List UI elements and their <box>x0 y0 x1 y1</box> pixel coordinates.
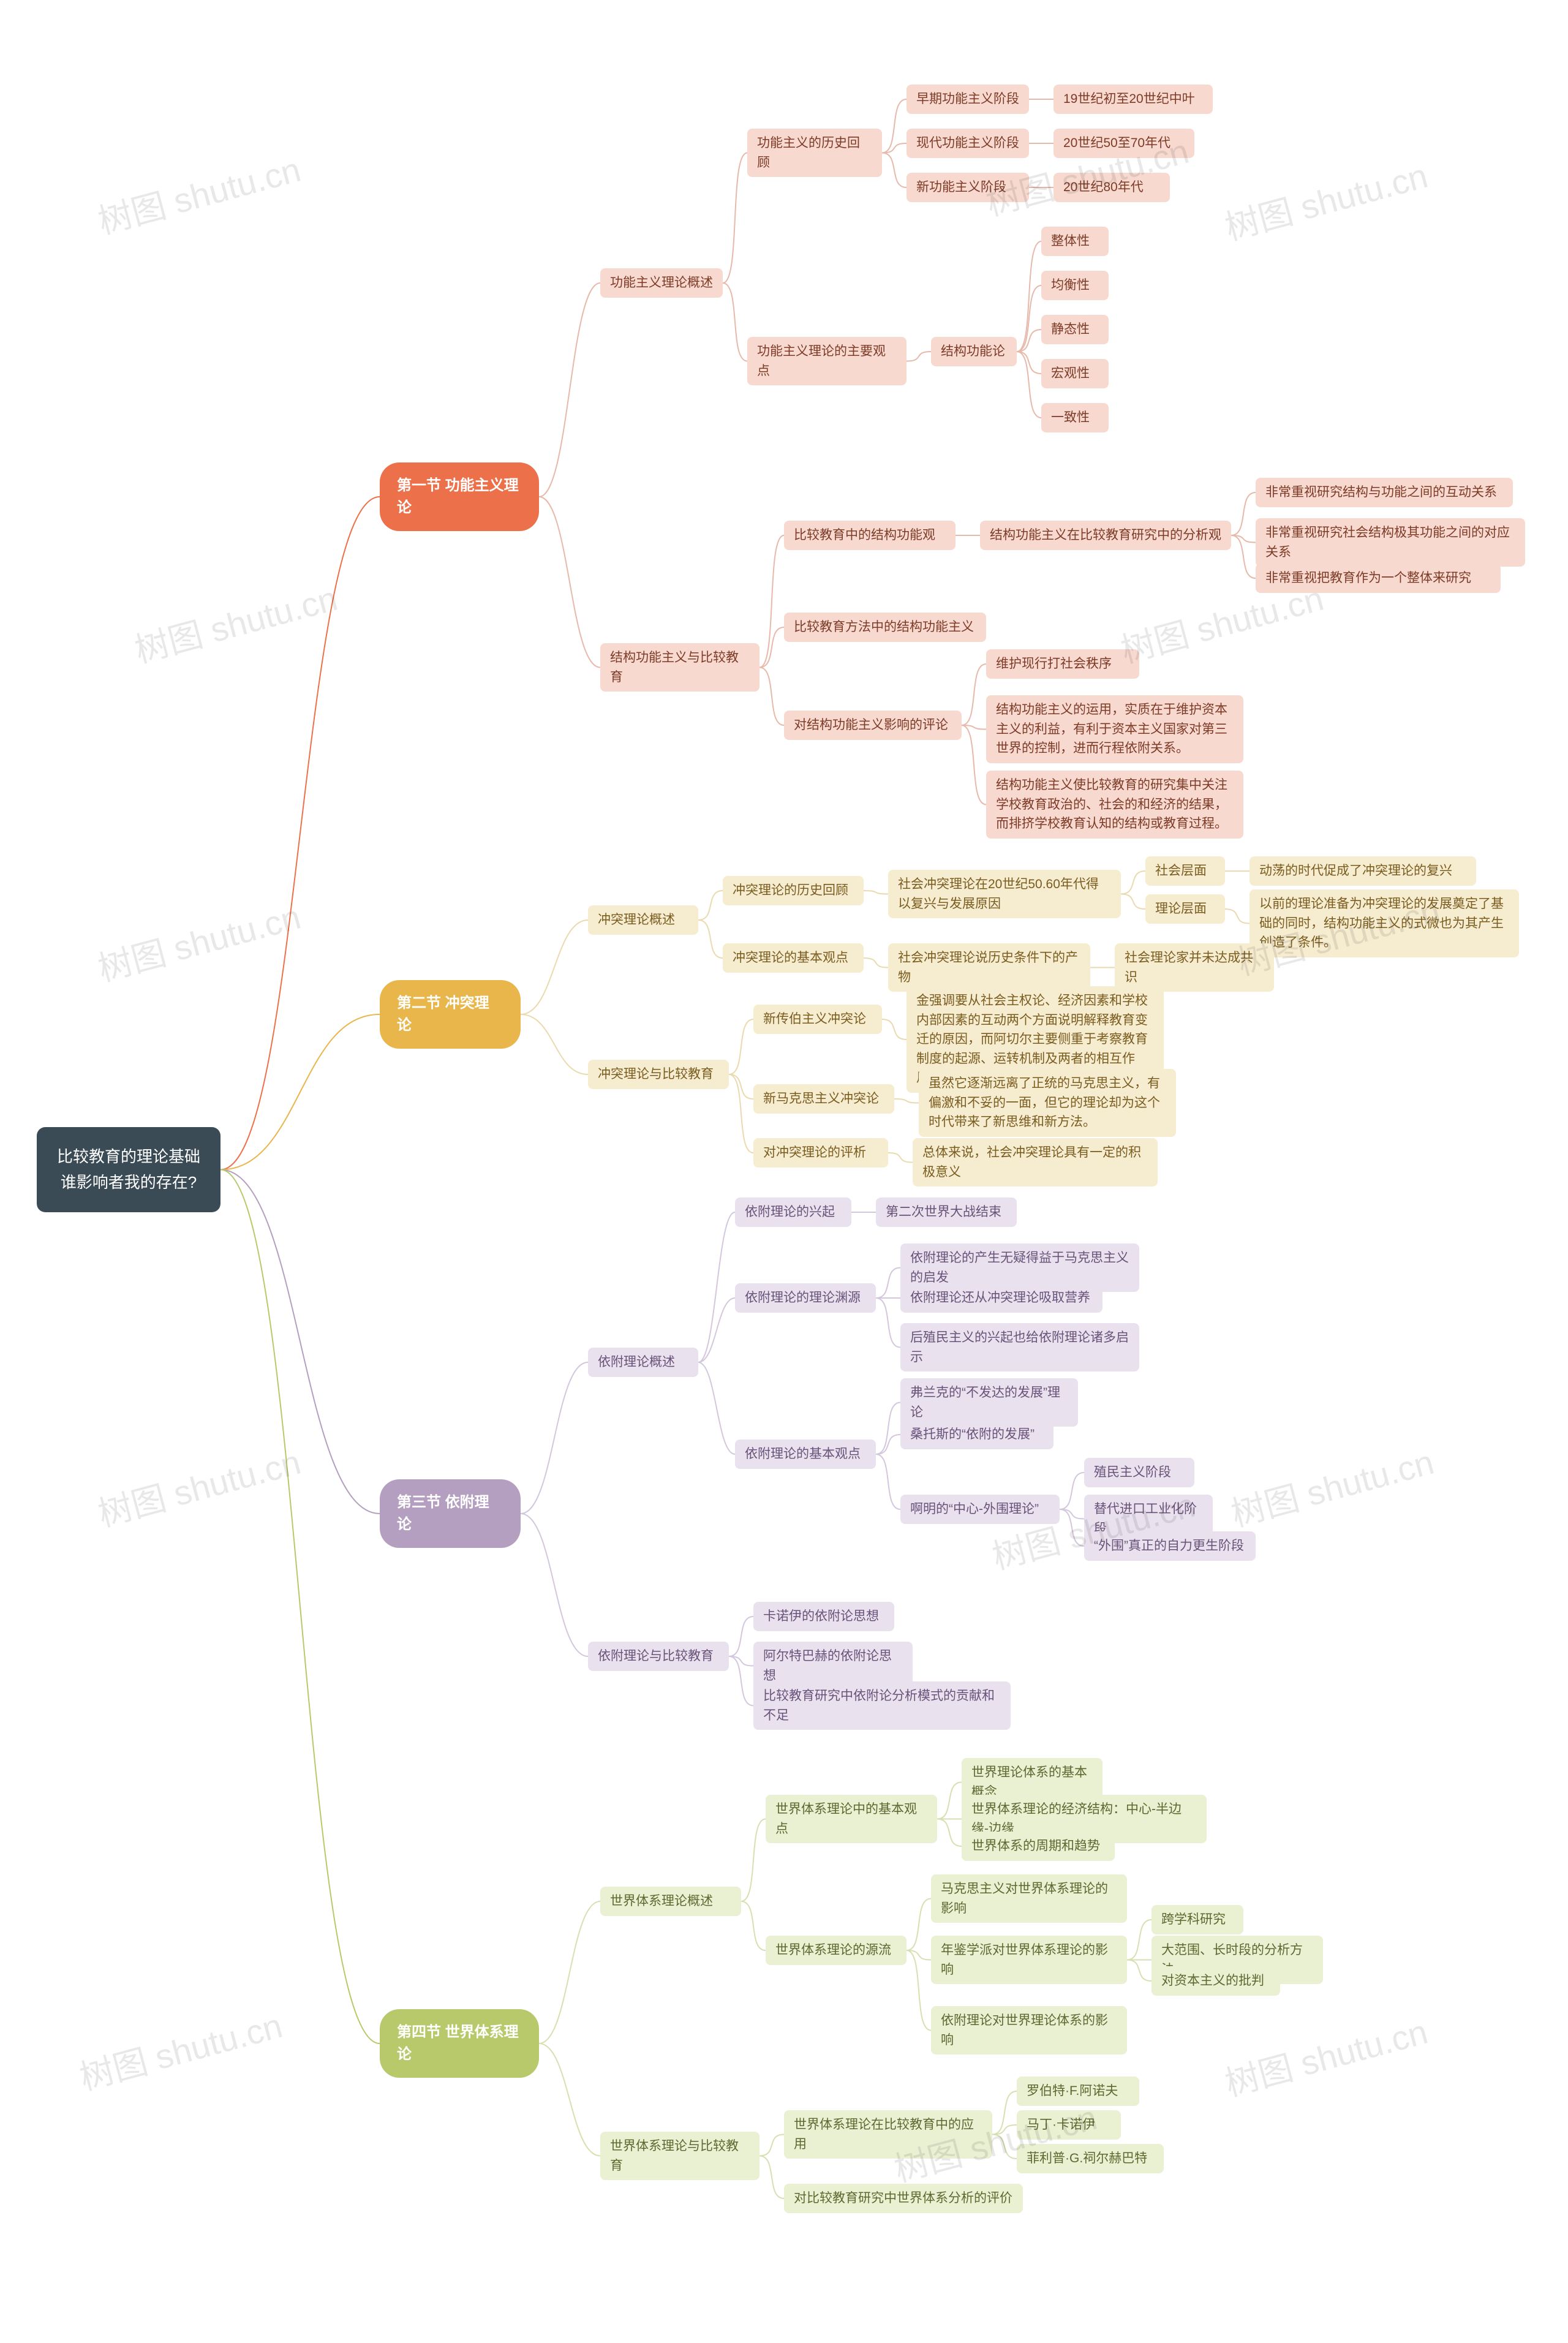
node-s2: 第二节 冲突理论 <box>380 980 521 1049</box>
node-n2a1a1a: 动荡的时代促成了冲突理论的复兴 <box>1250 856 1476 886</box>
node-n3a: 依附理论概述 <box>588 1348 698 1377</box>
node-n1a2a3: 静态性 <box>1041 315 1109 344</box>
node-n4a2b: 年鉴学派对世界体系理论的影响 <box>931 1936 1127 1984</box>
watermark: 树图 shutu.cn <box>92 889 306 991</box>
node-n1b: 结构功能主义与比较教育 <box>600 643 760 692</box>
node-s4: 第四节 世界体系理论 <box>380 2009 539 2078</box>
node-n1b1a: 结构功能主义在比较教育研究中的分析观 <box>980 521 1231 550</box>
node-n1a1b: 现代功能主义阶段 <box>907 129 1029 158</box>
node-n1a1a: 早期功能主义阶段 <box>907 85 1029 114</box>
node-n1b1: 比较教育中的结构功能观 <box>784 521 956 550</box>
node-s3: 第三节 依附理论 <box>380 1479 521 1548</box>
node-n2a1a: 社会冲突理论在20世纪50.60年代得以复兴与发展原因 <box>888 870 1121 918</box>
node-n1b1a2: 非常重视研究社会结构极其功能之间的对应关系 <box>1256 518 1525 567</box>
node-s1: 第一节 功能主义理论 <box>380 462 539 531</box>
node-n2a1a2a: 以前的理论准备为冲突理论的发展奠定了基础的同时，结构功能主义的式微也为其产生创造… <box>1250 889 1519 957</box>
node-n4a2c: 依附理论对世界理论体系的影响 <box>931 2006 1127 2054</box>
node-n1a2a: 结构功能论 <box>931 337 1017 366</box>
node-n4a1: 世界体系理论中的基本观点 <box>766 1795 937 1843</box>
node-n1b3c: 结构功能主义使比较教育的研究集中关注学校教育政治的、社会的和经济的结果，而排挤学… <box>986 771 1243 839</box>
node-n2b3: 对冲突理论的评析 <box>753 1138 888 1168</box>
node-n1a2a5: 一致性 <box>1041 403 1109 432</box>
node-n1b2: 比较教育方法中的结构功能主义 <box>784 613 986 642</box>
node-n3a2b: 依附理论还从冲突理论吸取营养 <box>900 1283 1102 1313</box>
node-n4b1c: 菲利普·G.祠尔赫巴特 <box>1017 2144 1164 2173</box>
node-n3a2: 依附理论的理论渊源 <box>735 1283 876 1313</box>
node-n1b3: 对结构功能主义影响的评论 <box>784 711 962 740</box>
node-n1a2: 功能主义理论的主要观点 <box>747 337 907 385</box>
node-n2a1a2: 理论层面 <box>1145 894 1225 924</box>
node-n2b2: 新马克思主义冲突论 <box>753 1084 894 1114</box>
node-n2b2a: 虽然它逐渐远离了正统的马克思主义，有偏激和不妥的一面，但它的理论却为这个时代带来… <box>919 1069 1176 1137</box>
node-n1b1a1: 非常重视研究结构与功能之间的互动关系 <box>1256 478 1513 507</box>
node-n4a2b3: 对资本主义的批判 <box>1152 1966 1280 1996</box>
node-n4a2b1: 跨学科研究 <box>1152 1905 1243 1934</box>
node-n4a2a: 马克思主义对世界体系理论的影响 <box>931 1874 1127 1923</box>
node-n2b: 冲突理论与比较教育 <box>588 1060 729 1089</box>
node-n3a1a: 第二次世界大战结束 <box>876 1198 1017 1227</box>
node-n3b3: 比较教育研究中依附论分析模式的贡献和不足 <box>753 1681 1011 1730</box>
node-n2a1a1: 社会层面 <box>1145 856 1225 886</box>
node-n3a3: 依附理论的基本观点 <box>735 1439 876 1469</box>
watermark: 树图 shutu.cn <box>92 1435 306 1536</box>
node-n4a1c: 世界体系的周期和趋势 <box>962 1832 1115 1861</box>
node-n2a2: 冲突理论的基本观点 <box>723 943 864 973</box>
node-n3a3c: 啊明的“中心-外围理论” <box>900 1495 1060 1524</box>
node-n1b3b: 结构功能主义的运用，实质在于维护资本主义的利益，有利于资本主义国家对第三世界的控… <box>986 695 1243 763</box>
node-n4b1a: 罗伯特·F.阿诺夫 <box>1017 2077 1139 2106</box>
node-n3b1: 卡诺伊的依附论思想 <box>753 1602 894 1631</box>
watermark: 树图 shutu.cn <box>92 142 306 244</box>
node-n3a1: 依附理论的兴起 <box>735 1198 851 1227</box>
node-n2a2a: 社会冲突理论说历史条件下的产物 <box>888 943 1090 992</box>
watermark: 树图 shutu.cn <box>129 571 342 673</box>
watermark: 树图 shutu.cn <box>74 1998 287 2100</box>
node-n1a2a4: 宏观性 <box>1041 359 1109 388</box>
node-n1a1c: 新功能主义阶段 <box>907 173 1029 202</box>
node-n2a: 冲突理论概述 <box>588 905 698 935</box>
node-n1a2a1: 整体性 <box>1041 227 1109 256</box>
watermark: 树图 shutu.cn <box>1225 1435 1439 1536</box>
node-n4b1b: 马丁·卡诺伊 <box>1017 2110 1121 2140</box>
node-n4b: 世界体系理论与比较教育 <box>600 2132 760 2180</box>
watermark: 树图 shutu.cn <box>1219 2004 1433 2106</box>
node-n1a1c1: 20世纪80年代 <box>1054 173 1170 202</box>
node-n2b3a: 总体来说，社会冲突理论具有一定的积极意义 <box>913 1138 1158 1187</box>
mindmap-canvas: 比较教育的理论基础 谁影响者我的存在?第一节 功能主义理论功能主义理论概述功能主… <box>0 0 1568 2343</box>
node-n3a2c: 后殖民主义的兴起也给依附理论诸多启示 <box>900 1323 1139 1371</box>
node-n4a2: 世界体系理论的源流 <box>766 1936 907 1965</box>
node-n3b: 依附理论与比较教育 <box>588 1642 729 1671</box>
node-n4b1: 世界体系理论在比较教育中的应用 <box>784 2110 992 2159</box>
node-n4a: 世界体系理论概述 <box>600 1887 741 1916</box>
node-n2a2b: 社会理论家并未达成共识 <box>1115 943 1274 992</box>
node-n3a3b: 桑托斯的“依附的发展” <box>900 1420 1054 1449</box>
node-n2b1: 新传伯主义冲突论 <box>753 1005 882 1034</box>
node-n1a2a2: 均衡性 <box>1041 271 1109 300</box>
node-n4b2: 对比较教育研究中世界体系分析的评价 <box>784 2184 1023 2213</box>
node-n1a1a1: 19世纪初至20世纪中叶 <box>1054 85 1213 114</box>
node-n1b3a: 维护现行打社会秩序 <box>986 649 1139 679</box>
node-root: 比较教育的理论基础 谁影响者我的存在? <box>37 1127 221 1212</box>
node-n3a3c1: 殖民主义阶段 <box>1084 1458 1194 1487</box>
node-n1a1b1: 20世纪50至70年代 <box>1054 129 1194 158</box>
node-n1a1: 功能主义的历史回顾 <box>747 129 882 177</box>
node-n2a1: 冲突理论的历史回顾 <box>723 876 864 905</box>
watermark: 树图 shutu.cn <box>1219 148 1433 250</box>
node-n3a3c3: “外围”真正的自力更生阶段 <box>1084 1531 1256 1561</box>
node-n1a: 功能主义理论概述 <box>600 268 723 298</box>
node-n1b1a3: 非常重视把教育作为一个整体来研究 <box>1256 564 1501 593</box>
